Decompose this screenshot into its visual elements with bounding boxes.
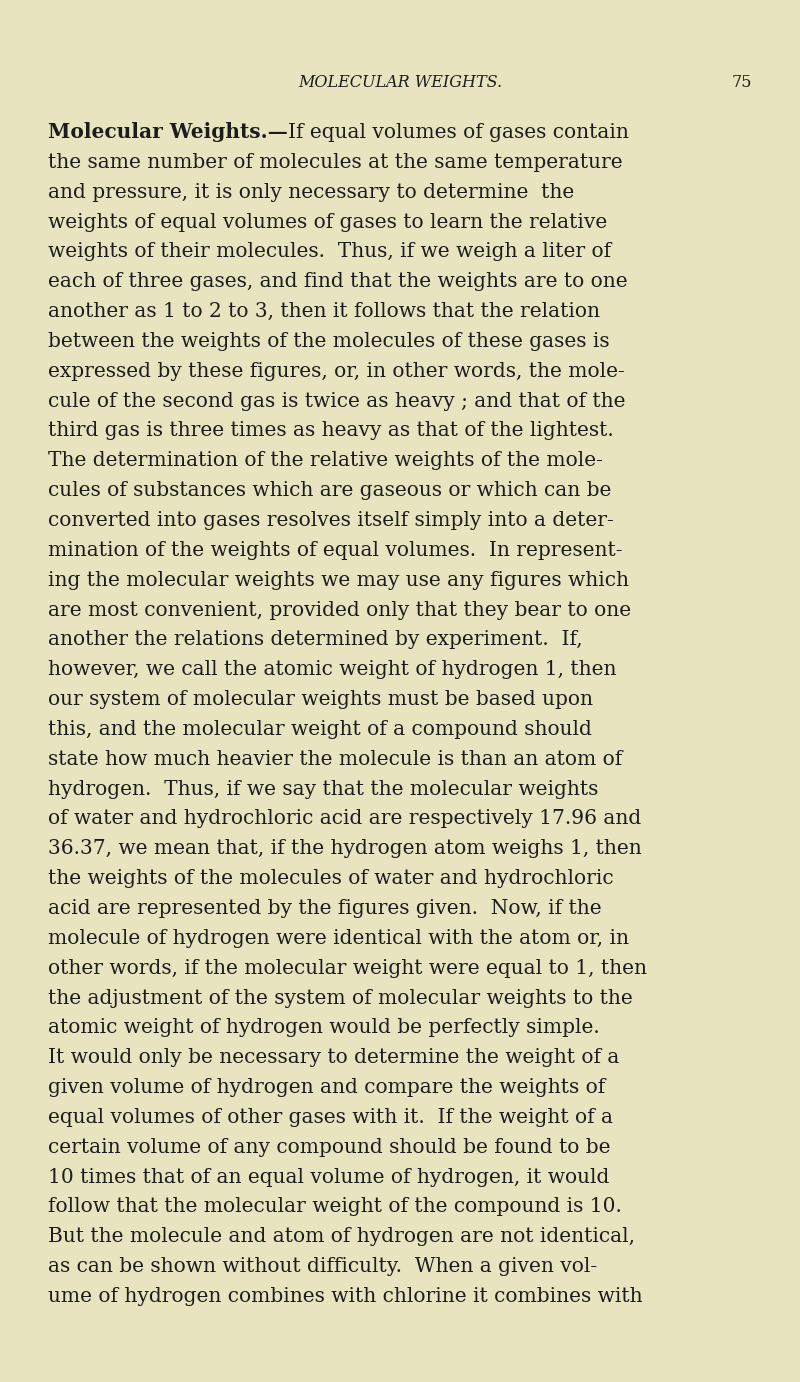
Text: the adjustment of the system of molecular weights to the: the adjustment of the system of molecula… — [48, 988, 633, 1007]
Text: the weights of the molecules of water and hydrochloric: the weights of the molecules of water an… — [48, 869, 614, 889]
Text: mination of the weights of equal volumes.  In represent-: mination of the weights of equal volumes… — [48, 540, 622, 560]
Text: weights of equal volumes of gases to learn the relative: weights of equal volumes of gases to lea… — [48, 213, 607, 232]
Text: hydrogen.  Thus, if we say that the molecular weights: hydrogen. Thus, if we say that the molec… — [48, 779, 598, 799]
Text: acid are represented by the figures given.  Now, if the: acid are represented by the figures give… — [48, 900, 602, 918]
Text: 10 times that of an equal volume of hydrogen, it would: 10 times that of an equal volume of hydr… — [48, 1168, 610, 1187]
Text: each of three gases, and find that the weights are to one: each of three gases, and find that the w… — [48, 272, 628, 292]
Text: atomic weight of hydrogen would be perfectly simple.: atomic weight of hydrogen would be perfe… — [48, 1019, 600, 1038]
Text: cules of substances which are gaseous or which can be: cules of substances which are gaseous or… — [48, 481, 611, 500]
Text: But the molecule and atom of hydrogen are not identical,: But the molecule and atom of hydrogen ar… — [48, 1227, 635, 1247]
Text: state how much heavier the molecule is than an atom of: state how much heavier the molecule is t… — [48, 750, 622, 768]
Text: another the relations determined by experiment.  If,: another the relations determined by expe… — [48, 630, 582, 650]
Text: 75: 75 — [731, 73, 752, 90]
Text: another as 1 to 2 to 3, then it follows that the relation: another as 1 to 2 to 3, then it follows … — [48, 303, 600, 321]
Text: given volume of hydrogen and compare the weights of: given volume of hydrogen and compare the… — [48, 1078, 606, 1097]
Text: ume of hydrogen combines with chlorine it combines with: ume of hydrogen combines with chlorine i… — [48, 1287, 642, 1306]
Text: It would only be necessary to determine the weight of a: It would only be necessary to determine … — [48, 1048, 619, 1067]
Text: The determination of the relative weights of the mole-: The determination of the relative weight… — [48, 452, 603, 470]
Text: the same number of molecules at the same temperature: the same number of molecules at the same… — [48, 153, 622, 171]
Text: molecule of hydrogen were identical with the atom or, in: molecule of hydrogen were identical with… — [48, 929, 629, 948]
Text: If equal volumes of gases contain: If equal volumes of gases contain — [288, 123, 629, 142]
Text: 36.37, we mean that, if the hydrogen atom weighs 1, then: 36.37, we mean that, if the hydrogen ato… — [48, 839, 642, 858]
Text: and pressure, it is only necessary to determine  the: and pressure, it is only necessary to de… — [48, 182, 574, 202]
Text: converted into gases resolves itself simply into a deter-: converted into gases resolves itself sim… — [48, 511, 614, 531]
Text: between the weights of the molecules of these gases is: between the weights of the molecules of … — [48, 332, 610, 351]
Text: as can be shown without difficulty.  When a given vol-: as can be shown without difficulty. When… — [48, 1258, 597, 1276]
Text: Molecular Weights.—: Molecular Weights.— — [48, 122, 288, 142]
Text: other words, if the molecular weight were equal to 1, then: other words, if the molecular weight wer… — [48, 959, 647, 977]
Text: equal volumes of other gases with it.  If the weight of a: equal volumes of other gases with it. If… — [48, 1108, 613, 1126]
Text: however, we call the atomic weight of hydrogen 1, then: however, we call the atomic weight of hy… — [48, 661, 617, 679]
Text: ing the molecular weights we may use any figures which: ing the molecular weights we may use any… — [48, 571, 629, 590]
Text: weights of their molecules.  Thus, if we weigh a liter of: weights of their molecules. Thus, if we … — [48, 242, 611, 261]
Text: MOLECULAR WEIGHTS.: MOLECULAR WEIGHTS. — [298, 73, 502, 90]
Text: follow that the molecular weight of the compound is 10.: follow that the molecular weight of the … — [48, 1197, 622, 1216]
Text: of water and hydrochloric acid are respectively 17.96 and: of water and hydrochloric acid are respe… — [48, 810, 642, 828]
Text: expressed by these figures, or, in other words, the mole-: expressed by these figures, or, in other… — [48, 362, 625, 381]
Text: this, and the molecular weight of a compound should: this, and the molecular weight of a comp… — [48, 720, 592, 739]
Text: certain volume of any compound should be found to be: certain volume of any compound should be… — [48, 1137, 610, 1157]
Text: our system of molecular weights must be based upon: our system of molecular weights must be … — [48, 690, 593, 709]
Text: third gas is three times as heavy as that of the lightest.: third gas is three times as heavy as tha… — [48, 422, 614, 441]
Text: are most convenient, provided only that they bear to one: are most convenient, provided only that … — [48, 601, 631, 619]
Text: cule of the second gas is twice as heavy ; and that of the: cule of the second gas is twice as heavy… — [48, 391, 626, 410]
